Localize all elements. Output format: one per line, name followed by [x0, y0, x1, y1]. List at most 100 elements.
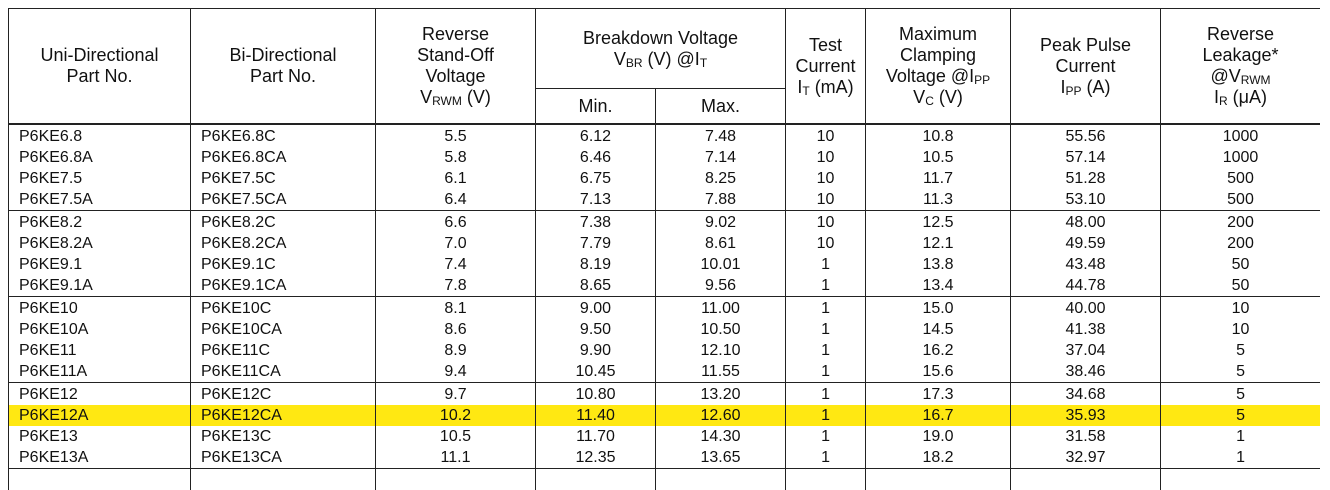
cell-value: 5.5 — [375, 123, 536, 147]
header-text: Current — [1055, 55, 1116, 76]
header-text: Voltage — [425, 66, 486, 86]
header-text: Test — [809, 34, 843, 55]
cell-value: 1000 — [1160, 123, 1320, 147]
header-line: Reverse — [1163, 24, 1318, 45]
part-number: P6KE8.2CA — [190, 233, 376, 254]
cell-value: 53.10 — [1010, 189, 1162, 211]
part-number: P6KE12 — [8, 382, 191, 405]
cell-value: 16.7 — [865, 405, 1012, 426]
cell-value: 7.48 — [654, 123, 787, 147]
row-group: P6KE8.2 P6KE8.2C 6.6 7.38 9.02 10 12.5 48.00 200… — [8, 210, 1320, 297]
cell-value: 9.50 — [535, 319, 656, 340]
part-number: P6KE9.1A — [8, 275, 191, 297]
cell-value: 1 — [785, 319, 867, 340]
spec-table: Uni-Directional Part No. Bi-Directional Par… — [8, 8, 1320, 490]
spacer-cell — [535, 468, 656, 490]
cell-value: 8.6 — [375, 319, 536, 340]
header-line: IR (μA) — [1163, 87, 1318, 108]
cell-value: 32.97 — [1010, 447, 1162, 469]
part-number: P6KE11C — [190, 340, 376, 361]
cell-value: 40.00 — [1010, 296, 1162, 319]
part-number: P6KE7.5 — [8, 168, 191, 189]
cell-value: 1 — [1160, 426, 1320, 447]
header-text: Voltage @I — [885, 66, 975, 86]
table-row: P6KE11 P6KE11C 8.9 9.90 12.10 1 16.2 37.04 5 — [8, 340, 1320, 361]
table-row: P6KE6.8 P6KE6.8C 5.5 6.12 7.48 10 10.8 55.56 100… — [8, 123, 1320, 147]
cell-value: 1 — [785, 340, 867, 361]
header-text: Part No. — [66, 66, 133, 86]
header-line: Test — [788, 35, 863, 56]
header-line: Current — [1013, 56, 1158, 77]
cell-value: 6.12 — [535, 123, 656, 147]
cell-value: 6.6 — [375, 210, 536, 233]
cell-value: 500 — [1160, 189, 1320, 211]
cell-value: 18.2 — [865, 447, 1012, 469]
part-number: P6KE9.1 — [8, 254, 191, 275]
header-text: I — [797, 76, 803, 97]
cell-value: 12.1 — [865, 233, 1012, 254]
row-group: P6KE10 P6KE10C 8.1 9.00 11.00 1 15.0 40.00 10 P6K… — [8, 296, 1320, 383]
spacer-cell — [1010, 468, 1162, 490]
cell-value: 12.10 — [654, 340, 787, 361]
header-line: Part No. — [193, 66, 373, 87]
cell-value: 11.3 — [865, 189, 1012, 211]
header-line: IT (mA) — [788, 77, 863, 98]
cell-value: 1 — [785, 275, 867, 297]
part-number: P6KE6.8A — [8, 147, 191, 168]
cell-value: 10 — [1160, 296, 1320, 319]
cell-value: 6.4 — [375, 189, 536, 211]
part-number: P6KE6.8CA — [190, 147, 376, 168]
cell-value: 13.4 — [865, 275, 1012, 297]
cell-value: 50 — [1160, 275, 1320, 297]
cell-value: 1000 — [1160, 147, 1320, 168]
header-text: V — [913, 87, 926, 107]
header-text: @V — [1210, 66, 1241, 86]
cell-value: 7.88 — [654, 189, 787, 211]
cell-value: 200 — [1160, 210, 1320, 233]
header-cell: Bi-Directional Part No. — [190, 8, 376, 125]
header-cell: Reverse Stand-Off Voltage VRWM (V) — [375, 8, 536, 125]
cell-value: 15.0 — [865, 296, 1012, 319]
cell-value: 17.3 — [865, 382, 1012, 405]
header-text: Peak Pulse — [1039, 34, 1132, 55]
header-text: Clamping — [899, 45, 977, 65]
header-line: VRWM (V) — [378, 87, 533, 108]
part-number: P6KE9.1C — [190, 254, 376, 275]
header-line: Leakage* — [1163, 45, 1318, 66]
cell-value: 9.00 — [535, 296, 656, 319]
part-number: P6KE10CA — [190, 319, 376, 340]
table-row: P6KE7.5 P6KE7.5C 6.1 6.75 8.25 10 11.7 51.28 500 — [8, 168, 1320, 189]
spec-table-container: Uni-Directional Part No. Bi-Directional Par… — [8, 8, 1320, 490]
part-number: P6KE11CA — [190, 361, 376, 383]
cell-value: 7.4 — [375, 254, 536, 275]
cell-value: 5 — [1160, 382, 1320, 405]
cell-value: 1 — [785, 361, 867, 383]
header-line: Voltage @IPP — [868, 66, 1008, 87]
part-number: P6KE12A — [8, 405, 191, 426]
header-text: (V) @I — [642, 48, 700, 69]
cell-value: 10.5 — [375, 426, 536, 447]
cell-value: 19.0 — [865, 426, 1012, 447]
header-cell: Peak Pulse Current IPP (A) — [1010, 8, 1162, 125]
header-cell: Breakdown Voltage VBR (V) @IT — [534, 8, 787, 89]
part-number: P6KE10 — [8, 296, 191, 319]
table-row: P6KE13A P6KE13CA 11.1 12.35 13.65 1 18.2 32.97 1 — [8, 447, 1320, 469]
part-number: P6KE12C — [190, 382, 376, 405]
header-text: (V) — [461, 87, 491, 107]
cell-value: 11.1 — [375, 447, 536, 469]
cell-value: 9.4 — [375, 361, 536, 383]
cell-value: 9.56 — [654, 275, 787, 297]
cell-value: 7.14 — [654, 147, 787, 168]
cell-value: 14.5 — [865, 319, 1012, 340]
cell-value: 44.78 — [1010, 275, 1162, 297]
cell-value: 9.90 — [535, 340, 656, 361]
table-tail — [8, 468, 1320, 490]
header-line: Peak Pulse — [1013, 35, 1158, 56]
table-row: P6KE12 P6KE12C 9.7 10.80 13.20 1 17.3 34.68 5 — [8, 382, 1320, 405]
cell-value: 7.13 — [535, 189, 656, 211]
cell-value: 37.04 — [1010, 340, 1162, 361]
cell-value: 7.38 — [535, 210, 656, 233]
cell-value: 55.56 — [1010, 123, 1162, 147]
table-row: P6KE12A P6KE12CA 10.2 11.40 12.60 1 16.7 35.93 5 — [8, 405, 1320, 426]
cell-value: 10.45 — [535, 361, 656, 383]
